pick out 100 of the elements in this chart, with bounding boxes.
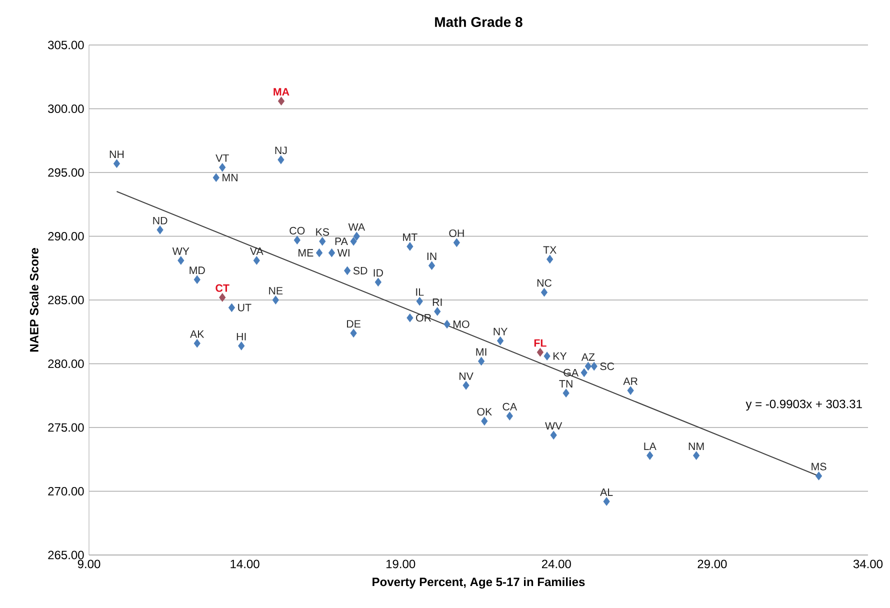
point — [350, 328, 357, 338]
annotation: AK — [190, 330, 204, 338]
point — [562, 388, 570, 398]
point — [646, 451, 654, 460]
annotation: ME — [298, 249, 314, 256]
point — [544, 352, 550, 360]
point — [590, 362, 598, 371]
point — [350, 237, 357, 246]
point — [374, 278, 382, 286]
point — [219, 293, 226, 302]
annotation: IL — [416, 288, 424, 296]
chart-title: Math Grade 8 — [435, 16, 522, 27]
point — [228, 303, 235, 312]
point — [212, 173, 220, 182]
point — [219, 163, 226, 172]
point — [406, 314, 414, 322]
y-tick-label: 300.00 — [48, 104, 84, 114]
annotation: MA — [274, 88, 290, 96]
x-tick-label: 9.00 — [78, 560, 100, 568]
point — [546, 254, 554, 264]
point — [603, 497, 610, 506]
annotation: SD — [353, 266, 368, 274]
point — [584, 362, 592, 371]
annotation: CT — [216, 284, 230, 292]
point — [156, 226, 164, 234]
annotation: CA — [502, 402, 518, 410]
y-tick-label: 265.00 — [48, 550, 84, 560]
x-axis-title: Poverty Percent, Age 5-17 in Families — [372, 577, 585, 589]
point — [178, 256, 184, 265]
point — [294, 236, 300, 244]
annotation: MN — [222, 174, 238, 182]
annotation: WA — [348, 223, 366, 231]
annotation: y = -0.9903x + 303.31 — [746, 400, 862, 411]
point — [316, 248, 323, 258]
annotation: WV — [545, 422, 562, 430]
point — [272, 296, 279, 304]
annotation: NY — [494, 328, 508, 336]
point — [406, 242, 414, 251]
annotation: GA — [564, 368, 579, 376]
annotation: KS — [316, 228, 330, 236]
point — [344, 266, 351, 275]
x-tick-label: 34.00 — [853, 560, 883, 568]
point — [497, 336, 504, 346]
point — [194, 339, 200, 348]
annotation: KY — [554, 352, 567, 360]
annotation: PA — [335, 238, 348, 246]
point — [478, 356, 485, 366]
point — [506, 412, 513, 420]
point — [462, 381, 470, 390]
annotation: SC — [600, 362, 614, 370]
point — [580, 368, 588, 377]
annotation: OH — [449, 229, 464, 238]
annotation: MD — [190, 266, 205, 274]
point — [550, 430, 557, 440]
point — [453, 238, 460, 247]
point — [434, 307, 441, 316]
x-tick-label: 29.00 — [698, 560, 727, 568]
annotation: NC — [537, 279, 552, 287]
y-tick-label: 270.00 — [48, 486, 84, 496]
point — [536, 348, 544, 357]
annotation: RI — [432, 298, 442, 306]
point — [278, 155, 284, 164]
y-tick-label: 275.00 — [48, 423, 84, 432]
annotation: MO — [454, 320, 470, 328]
annotation: CO — [290, 226, 305, 234]
point — [416, 297, 423, 306]
annotation: IN — [427, 252, 436, 260]
annotation: FL — [534, 339, 546, 347]
annotation: LA — [644, 442, 656, 450]
annotation: VA — [250, 248, 264, 255]
x-tick-label: 14.00 — [230, 560, 260, 568]
annotation: AR — [623, 378, 638, 385]
annotation: HI — [236, 332, 246, 340]
annotation: WI — [337, 249, 350, 256]
annotation: NM — [688, 442, 704, 450]
annotation: DE — [347, 320, 360, 328]
annotation: TN — [559, 380, 572, 388]
y-tick-label: 280.00 — [48, 360, 84, 368]
point — [627, 386, 634, 395]
annotation: VT — [216, 154, 229, 162]
point — [540, 288, 548, 297]
annotation: UT — [238, 304, 252, 312]
annotation: MI — [476, 348, 486, 356]
point — [238, 342, 245, 350]
point — [194, 275, 200, 284]
y-tick-label: 295.00 — [48, 168, 84, 177]
point — [353, 232, 360, 241]
point — [319, 237, 326, 246]
point — [815, 472, 822, 480]
point — [328, 248, 336, 258]
y-tick-label: 285.00 — [48, 296, 84, 304]
x-tick-label: 24.00 — [542, 560, 571, 568]
annotation: MS — [812, 462, 826, 470]
annotation: NE — [269, 287, 283, 294]
point — [444, 320, 450, 328]
point — [693, 451, 700, 460]
point — [481, 416, 488, 426]
annotation: OR — [416, 314, 432, 322]
annotation: NJ — [275, 146, 287, 154]
annotation: MT — [403, 234, 418, 241]
